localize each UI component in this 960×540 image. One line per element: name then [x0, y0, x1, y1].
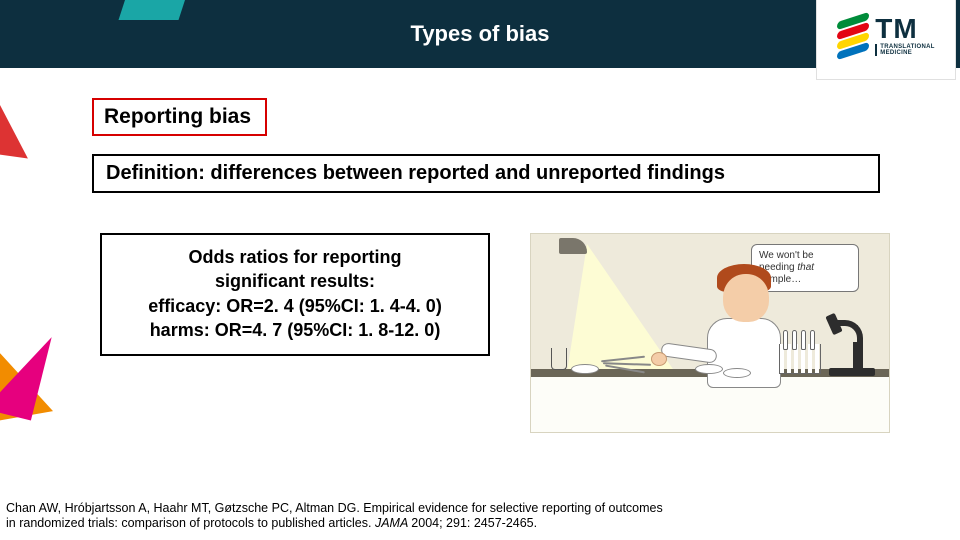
odds-line-2: significant results:	[108, 269, 482, 293]
scientist-body-icon	[707, 318, 781, 388]
scientist-hand-icon	[651, 352, 667, 366]
slide-title: Types of bias	[411, 21, 550, 47]
cartoon-illustration: We won't be needing that sample…	[530, 233, 890, 433]
flick-motion-icon	[601, 358, 651, 370]
header-accent-shape	[119, 0, 192, 20]
logo-swirl-icon	[837, 15, 869, 57]
scientist-head-icon	[723, 274, 769, 322]
test-tube-rack-icon	[779, 344, 821, 374]
odds-line-1: Odds ratios for reporting	[108, 245, 482, 269]
logo-tm-text: TM	[875, 16, 917, 41]
petri-dish-icon	[723, 368, 751, 378]
odds-ratios-box: Odds ratios for reporting significant re…	[100, 233, 490, 356]
petri-dish-icon	[695, 364, 723, 374]
microscope-icon	[825, 316, 879, 376]
logo-subtext: TRANSLATIONALMEDICINE	[875, 44, 934, 56]
slide-content: Reporting bias Definition: differences b…	[0, 68, 960, 433]
reporting-bias-box: Reporting bias	[92, 98, 267, 136]
petri-dish-icon	[571, 364, 599, 374]
odds-line-4: harms: OR=4. 7 (95%CI: 1. 8-12. 0)	[108, 318, 482, 342]
citation-text: Chan AW, Hróbjartsson A, Haahr MT, Gøtzs…	[6, 501, 950, 532]
definition-box: Definition: differences between reported…	[92, 154, 880, 193]
beaker-icon	[551, 348, 567, 370]
slide-header: Types of bias TM TRANSLATIONALMEDICINE	[0, 0, 960, 68]
odds-line-3: efficacy: OR=2. 4 (95%CI: 1. 4-4. 0)	[108, 294, 482, 318]
